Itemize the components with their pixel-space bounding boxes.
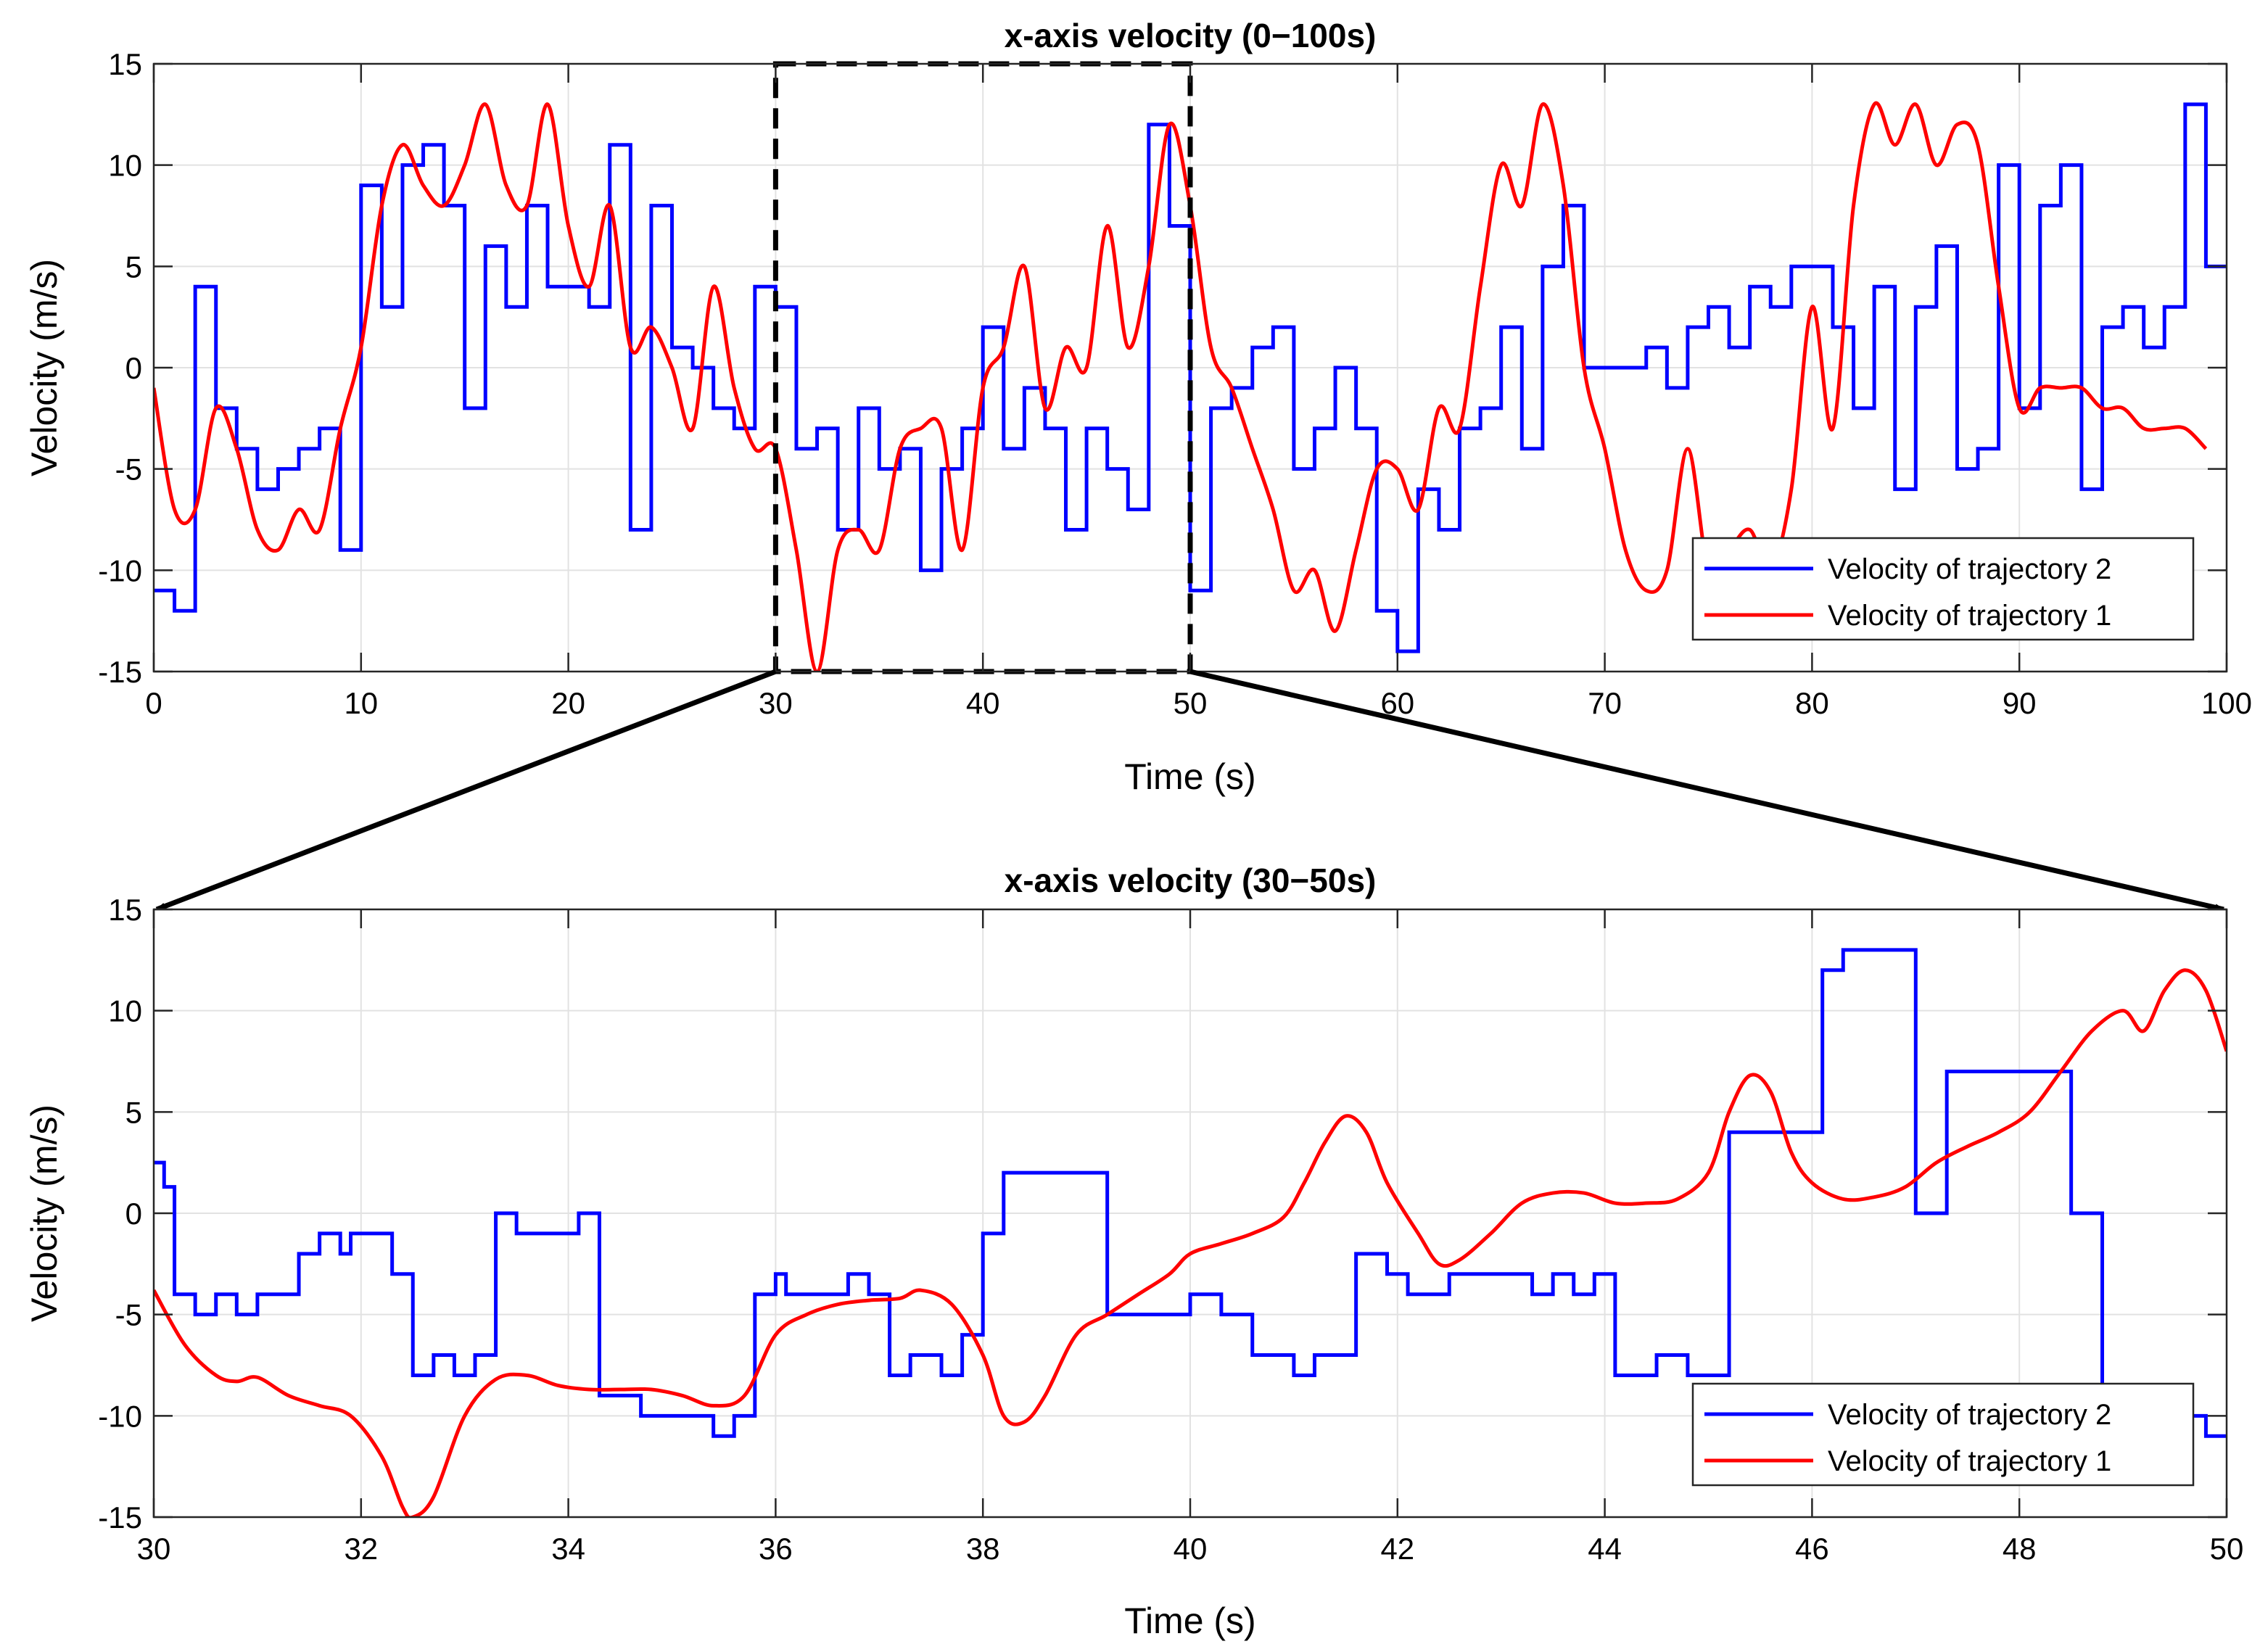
y-tick-label: 15 xyxy=(108,47,142,81)
legend-box-bottom xyxy=(1691,1382,2195,1487)
y-tick-label: -5 xyxy=(115,1298,142,1332)
series-line-trajectory-2-bottom xyxy=(154,948,2227,1438)
x-tick-label: 20 xyxy=(551,686,585,720)
x-tick-label: 38 xyxy=(966,1532,1000,1566)
legend-bottom: Velocity of trajectory 2 Velocity of tra… xyxy=(1691,1382,2195,1487)
y-axis-label-top: Velocity (m/s) xyxy=(24,259,65,476)
x-tick-label: 42 xyxy=(1380,1532,1414,1566)
y-tick-label: 0 xyxy=(125,351,142,385)
x-tick-label: 80 xyxy=(1795,686,1829,720)
y-tick-label: 10 xyxy=(108,994,142,1028)
y-axis-label-bottom: Velocity (m/s) xyxy=(24,1104,65,1322)
x-tick-label: 100 xyxy=(2201,686,2252,720)
y-tick-label: 5 xyxy=(125,1095,142,1129)
x-tick-label: 30 xyxy=(137,1532,171,1566)
series-line-trajectory-1-top xyxy=(154,101,2208,672)
y-tick-label: 5 xyxy=(125,249,142,284)
y-tick-label: -5 xyxy=(115,453,142,487)
y-tick-label: -15 xyxy=(98,655,142,689)
legend-label-trajectory-2-bottom: Velocity of trajectory 2 xyxy=(1828,1399,2111,1431)
x-tick-label: 30 xyxy=(759,686,793,720)
chart-title-top: x-axis velocity (0−100s) xyxy=(1005,17,1377,54)
y-tick-label: 15 xyxy=(108,893,142,927)
x-tick-label: 0 xyxy=(145,686,162,720)
x-tick-label: 32 xyxy=(344,1532,378,1566)
x-tick-label: 34 xyxy=(551,1532,585,1566)
legend-box-top xyxy=(1691,537,2195,641)
x-tick-label: 50 xyxy=(2210,1532,2244,1566)
x-tick-label: 46 xyxy=(1795,1532,1829,1566)
chart-title-bottom: x-axis velocity (30−50s) xyxy=(1005,862,1377,899)
y-tick-label: -10 xyxy=(98,553,142,587)
x-tick-label: 40 xyxy=(1174,1532,1208,1566)
x-tick-label: 70 xyxy=(1588,686,1622,720)
series-line-trajectory-1-bottom xyxy=(154,968,2227,1517)
legend-label-trajectory-1-bottom: Velocity of trajectory 1 xyxy=(1828,1445,2111,1477)
legend-top: Velocity of trajectory 2 Velocity of tra… xyxy=(1691,537,2195,641)
y-tick-label: 0 xyxy=(125,1197,142,1231)
legend-label-trajectory-2-top: Velocity of trajectory 2 xyxy=(1828,553,2111,585)
x-tick-label: 10 xyxy=(344,686,378,720)
x-axis-label-bottom: Time (s) xyxy=(1124,1601,1255,1641)
x-tick-label: 36 xyxy=(759,1532,793,1566)
x-tick-label: 40 xyxy=(966,686,1000,720)
x-tick-label: 90 xyxy=(2003,686,2037,720)
y-tick-label: -10 xyxy=(98,1399,142,1433)
x-tick-label: 50 xyxy=(1174,686,1208,720)
x-tick-label: 44 xyxy=(1588,1532,1622,1566)
x-axis-label-top: Time (s) xyxy=(1124,756,1255,797)
x-tick-label: 48 xyxy=(2003,1532,2037,1566)
zoom-arrow-right xyxy=(1189,669,2225,912)
legend-label-trajectory-1-top: Velocity of trajectory 1 xyxy=(1828,600,2111,632)
y-tick-label: -15 xyxy=(98,1500,142,1535)
y-tick-label: 10 xyxy=(108,149,142,183)
zoom-arrow-left xyxy=(155,669,777,912)
series-line-trajectory-2-top xyxy=(154,102,2227,653)
